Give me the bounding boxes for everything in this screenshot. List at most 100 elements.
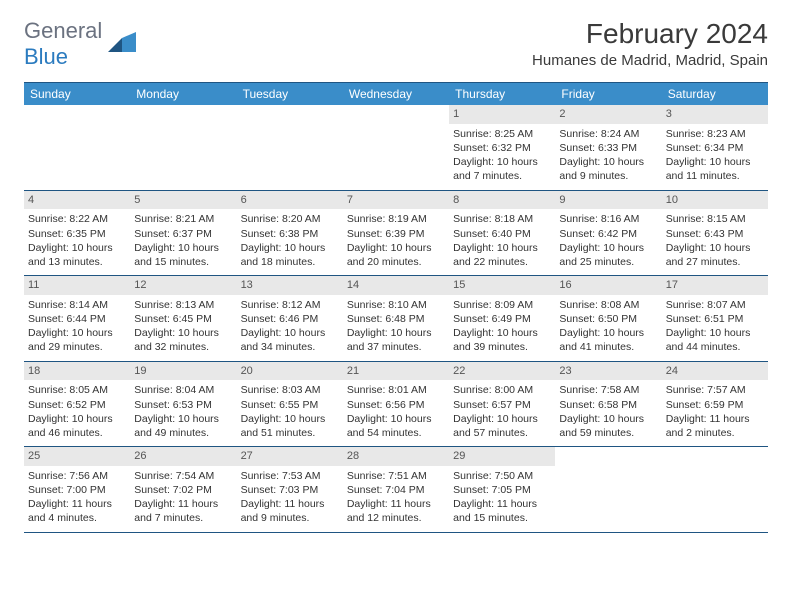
daylight-line: Daylight: 10 hours and 20 minutes. <box>347 241 445 269</box>
daylight-line: Daylight: 10 hours and 59 minutes. <box>559 412 657 440</box>
day-number: 2 <box>555 105 661 124</box>
daylight-line: Daylight: 10 hours and 22 minutes. <box>453 241 551 269</box>
daylight-line: Daylight: 10 hours and 49 minutes. <box>134 412 232 440</box>
day-number: 29 <box>449 447 555 466</box>
sunrise-line: Sunrise: 8:19 AM <box>347 212 445 226</box>
daylight-line: Daylight: 10 hours and 18 minutes. <box>241 241 339 269</box>
day-number: 11 <box>24 276 130 295</box>
day-number: 28 <box>343 447 449 466</box>
day-cell: 9 Sunrise: 8:16 AMSunset: 6:42 PMDaylight… <box>555 191 661 277</box>
sunrise-line: Sunrise: 8:09 AM <box>453 298 551 312</box>
daylight-line: Daylight: 10 hours and 9 minutes. <box>559 155 657 183</box>
sunset-line: Sunset: 6:44 PM <box>28 312 126 326</box>
sunrise-line: Sunrise: 7:51 AM <box>347 469 445 483</box>
daylight-line: Daylight: 10 hours and 7 minutes. <box>453 155 551 183</box>
sunrise-line: Sunrise: 8:23 AM <box>666 127 764 141</box>
sunrise-line: Sunrise: 8:18 AM <box>453 212 551 226</box>
day-number: 10 <box>662 191 768 210</box>
sunrise-line: Sunrise: 7:53 AM <box>241 469 339 483</box>
day-number: 3 <box>662 105 768 124</box>
empty-cell <box>662 447 768 533</box>
day-cell: 21Sunrise: 8:01 AMSunset: 6:56 PMDayligh… <box>343 362 449 448</box>
day-cell: 13Sunrise: 8:12 AMSunset: 6:46 PMDayligh… <box>237 276 343 362</box>
day-number: 5 <box>130 191 236 210</box>
empty-cell <box>555 447 661 533</box>
calendar-page: General Blue February 2024 Humanes de Ma… <box>0 0 792 551</box>
daylight-line: Daylight: 10 hours and 37 minutes. <box>347 326 445 354</box>
daylight-line: Daylight: 10 hours and 27 minutes. <box>666 241 764 269</box>
sunrise-line: Sunrise: 8:21 AM <box>134 212 232 226</box>
sunset-line: Sunset: 6:48 PM <box>347 312 445 326</box>
day-header: Saturday <box>662 83 768 105</box>
location-label: Humanes de Madrid, Madrid, Spain <box>532 52 768 69</box>
daylight-line: Daylight: 10 hours and 25 minutes. <box>559 241 657 269</box>
day-number: 9 <box>555 191 661 210</box>
day-cell: 15Sunrise: 8:09 AMSunset: 6:49 PMDayligh… <box>449 276 555 362</box>
logo-mark-icon <box>108 32 136 57</box>
sunrise-line: Sunrise: 8:16 AM <box>559 212 657 226</box>
sunrise-line: Sunrise: 8:20 AM <box>241 212 339 226</box>
sunset-line: Sunset: 6:53 PM <box>134 398 232 412</box>
sunrise-line: Sunrise: 8:08 AM <box>559 298 657 312</box>
sunset-line: Sunset: 6:52 PM <box>28 398 126 412</box>
daylight-line: Daylight: 10 hours and 29 minutes. <box>28 326 126 354</box>
daylight-line: Daylight: 10 hours and 46 minutes. <box>28 412 126 440</box>
sunrise-line: Sunrise: 8:15 AM <box>666 212 764 226</box>
day-header: Sunday <box>24 83 130 105</box>
day-header: Thursday <box>449 83 555 105</box>
day-cell: 29Sunrise: 7:50 AMSunset: 7:05 PMDayligh… <box>449 447 555 533</box>
sunrise-line: Sunrise: 7:54 AM <box>134 469 232 483</box>
day-cell: 26Sunrise: 7:54 AMSunset: 7:02 PMDayligh… <box>130 447 236 533</box>
day-cell: 5Sunrise: 8:21 AMSunset: 6:37 PMDaylight… <box>130 191 236 277</box>
daylight-line: Daylight: 10 hours and 54 minutes. <box>347 412 445 440</box>
sunrise-line: Sunrise: 8:25 AM <box>453 127 551 141</box>
daylight-line: Daylight: 10 hours and 41 minutes. <box>559 326 657 354</box>
day-cell: 8Sunrise: 8:18 AMSunset: 6:40 PMDaylight… <box>449 191 555 277</box>
day-number: 17 <box>662 276 768 295</box>
daylight-line: Daylight: 11 hours and 7 minutes. <box>134 497 232 525</box>
daylight-line: Daylight: 11 hours and 15 minutes. <box>453 497 551 525</box>
sunrise-line: Sunrise: 8:14 AM <box>28 298 126 312</box>
sunset-line: Sunset: 6:38 PM <box>241 227 339 241</box>
day-cell: 3 Sunrise: 8:23 AMSunset: 6:34 PMDaylight… <box>662 105 768 191</box>
day-cell: 17Sunrise: 8:07 AMSunset: 6:51 PMDayligh… <box>662 276 768 362</box>
sunset-line: Sunset: 6:42 PM <box>559 227 657 241</box>
sunset-line: Sunset: 6:58 PM <box>559 398 657 412</box>
month-title: February 2024 <box>532 18 768 50</box>
sunset-line: Sunset: 6:51 PM <box>666 312 764 326</box>
day-cell: 22Sunrise: 8:00 AMSunset: 6:57 PMDayligh… <box>449 362 555 448</box>
day-cell: 14Sunrise: 8:10 AMSunset: 6:48 PMDayligh… <box>343 276 449 362</box>
empty-cell <box>130 105 236 191</box>
sunrise-line: Sunrise: 8:05 AM <box>28 383 126 397</box>
daylight-line: Daylight: 10 hours and 11 minutes. <box>666 155 764 183</box>
day-cell: 24Sunrise: 7:57 AMSunset: 6:59 PMDayligh… <box>662 362 768 448</box>
sunset-line: Sunset: 6:50 PM <box>559 312 657 326</box>
sunset-line: Sunset: 7:04 PM <box>347 483 445 497</box>
sunset-line: Sunset: 7:00 PM <box>28 483 126 497</box>
sunset-line: Sunset: 6:49 PM <box>453 312 551 326</box>
sunset-line: Sunset: 6:33 PM <box>559 141 657 155</box>
day-cell: 11 Sunrise: 8:14 AMSunset: 6:44 PMDayligh… <box>24 276 130 362</box>
day-cell: 18Sunrise: 8:05 AMSunset: 6:52 PMDayligh… <box>24 362 130 448</box>
day-number: 7 <box>343 191 449 210</box>
sunrise-line: Sunrise: 8:13 AM <box>134 298 232 312</box>
logo: General Blue <box>24 18 136 70</box>
sunset-line: Sunset: 6:34 PM <box>666 141 764 155</box>
day-number: 27 <box>237 447 343 466</box>
empty-cell <box>237 105 343 191</box>
day-cell: 12Sunrise: 8:13 AMSunset: 6:45 PMDayligh… <box>130 276 236 362</box>
sunrise-line: Sunrise: 7:50 AM <box>453 469 551 483</box>
day-number: 4 <box>24 191 130 210</box>
sunrise-line: Sunrise: 8:04 AM <box>134 383 232 397</box>
sunset-line: Sunset: 6:39 PM <box>347 227 445 241</box>
daylight-line: Daylight: 10 hours and 32 minutes. <box>134 326 232 354</box>
sunrise-line: Sunrise: 8:00 AM <box>453 383 551 397</box>
daylight-line: Daylight: 11 hours and 2 minutes. <box>666 412 764 440</box>
day-cell: 4Sunrise: 8:22 AMSunset: 6:35 PMDaylight… <box>24 191 130 277</box>
empty-cell <box>24 105 130 191</box>
day-cell: 1Sunrise: 8:25 AMSunset: 6:32 PMDaylight… <box>449 105 555 191</box>
daylight-line: Daylight: 11 hours and 9 minutes. <box>241 497 339 525</box>
day-number: 26 <box>130 447 236 466</box>
sunset-line: Sunset: 6:40 PM <box>453 227 551 241</box>
day-cell: 27Sunrise: 7:53 AMSunset: 7:03 PMDayligh… <box>237 447 343 533</box>
